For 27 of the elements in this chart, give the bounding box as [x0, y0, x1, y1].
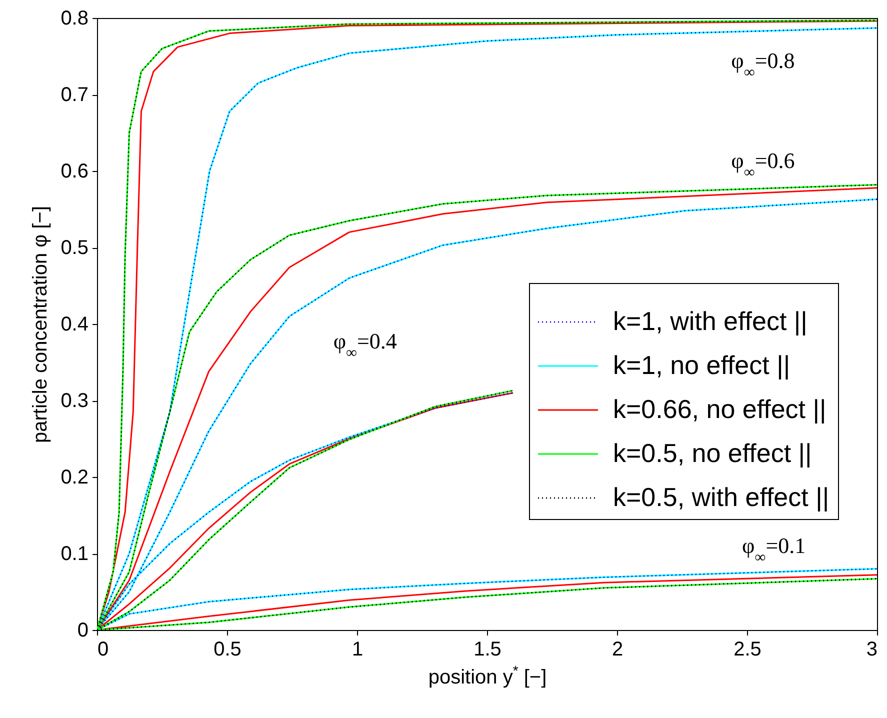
legend-label: k=0.66, no effect || [613, 394, 826, 424]
y-tick-label: 0.3 [60, 390, 88, 412]
legend-label: k=1, no effect || [613, 350, 790, 380]
annotation: φ$_{∞}$=0.8 [731, 48, 795, 81]
x-tick-label: 1.5 [474, 638, 502, 660]
x-tick-label: 0 [98, 638, 109, 660]
legend-label: k=0.5, with effect || [613, 482, 830, 512]
y-tick-label: 0.1 [60, 543, 88, 565]
annotation: φ$_{∞}$=0.6 [731, 148, 795, 180]
annotation: φ$_{∞}$=0.4 [333, 328, 397, 361]
y-tick-label: 0.4 [60, 314, 88, 336]
x-tick-label: 3 [866, 638, 878, 660]
y-tick-label: 0.5 [60, 237, 88, 259]
y-tick-label: 0.7 [60, 84, 88, 106]
legend-label: k=1, with effect || [613, 306, 808, 336]
x-tick-label: 2 [612, 638, 624, 660]
annotation: φ$_{∞}$=0.1 [742, 532, 806, 566]
x-tick-label: 0.5 [214, 638, 242, 660]
x-tick-label: 1 [352, 638, 364, 660]
x-tick-label: 2.5 [734, 638, 762, 660]
y-tick-label: 0.2 [60, 466, 88, 488]
y-axis-title: particle concentration φ [−] [30, 206, 52, 443]
legend-label: k=0.5, no effect || [613, 438, 812, 468]
y-tick-label: 0.6 [60, 160, 88, 182]
y-tick-label: 0.8 [60, 8, 88, 30]
x-axis-title: position y$^{*}$ [−] [428, 662, 547, 688]
y-tick-label: 0 [77, 620, 88, 642]
